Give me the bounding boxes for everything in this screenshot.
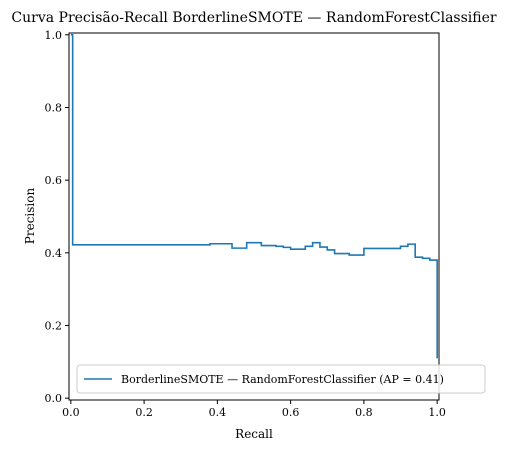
- y-axis-label: Precision: [23, 188, 37, 245]
- x-tick-label: 0.2: [135, 406, 153, 419]
- x-tick-label: 0.6: [282, 406, 300, 419]
- x-axis-label: Recall: [235, 427, 273, 441]
- y-tick-label: 0.6: [45, 174, 63, 187]
- y-tick-label: 0.0: [45, 392, 63, 405]
- x-tick-label: 1.0: [428, 406, 446, 419]
- legend-box: [76, 364, 486, 394]
- x-tick-label: 0.4: [209, 406, 227, 419]
- axes-frame: [68, 32, 440, 401]
- y-tick-label: 0.2: [45, 320, 63, 333]
- legend-label: BorderlineSMOTE — RandomForestClassifier…: [121, 373, 444, 386]
- x-tick-label: 0.8: [355, 406, 373, 419]
- x-tick-label: 0.0: [62, 406, 80, 419]
- y-tick-label: 1.0: [45, 29, 63, 42]
- y-tick-label: 0.4: [45, 247, 63, 260]
- plot-area: 0.0 0.2 0.4 0.6 0.8 1.0 0.0 0.2 0.4 0.6 0.8 1.0 Bord…: [45, 29, 486, 419]
- y-tick-label: 0.8: [45, 101, 63, 114]
- chart-title: Curva Precisão-Recall BorderlineSMOTE — …: [11, 10, 496, 26]
- series-line-0: [70, 34, 438, 359]
